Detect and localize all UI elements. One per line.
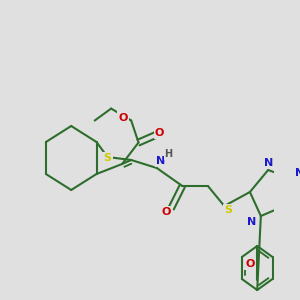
- Text: O: O: [118, 112, 128, 123]
- Text: O: O: [161, 207, 171, 217]
- Text: O: O: [245, 259, 255, 269]
- Text: N: N: [247, 217, 256, 227]
- Text: S: S: [103, 153, 112, 163]
- Text: N: N: [156, 156, 165, 166]
- Text: O: O: [155, 128, 164, 138]
- Text: S: S: [224, 205, 232, 215]
- Text: H: H: [165, 149, 173, 159]
- Text: N: N: [295, 168, 300, 178]
- Text: N: N: [263, 158, 273, 168]
